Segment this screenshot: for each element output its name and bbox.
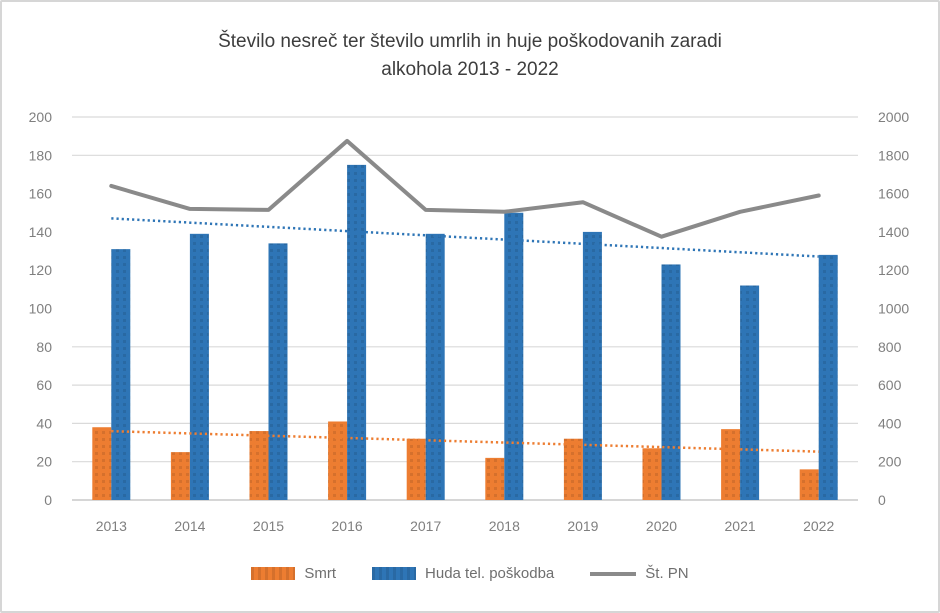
x-axis-year-label: 2015 <box>253 518 284 534</box>
bar-huda <box>189 233 209 500</box>
huda-series-swatch <box>372 567 417 580</box>
bar-huda <box>268 243 288 500</box>
bar-smrt <box>406 438 426 500</box>
bar-huda <box>818 254 838 500</box>
chart-title: Število nesreč ter število umrlih in huj… <box>2 28 938 84</box>
x-axis-year-label: 2019 <box>567 518 598 534</box>
left-axis-tick-label: 40 <box>36 415 52 431</box>
bar-smrt <box>249 431 269 500</box>
bar-huda <box>425 233 445 500</box>
right-axis-tick-label: 600 <box>878 377 902 393</box>
x-axis-year-label: 2013 <box>96 518 127 534</box>
chart-title-line1: Število nesreč ter število umrlih in huj… <box>218 31 722 52</box>
bar-smrt <box>642 448 662 500</box>
left-axis-tick-label: 20 <box>36 454 52 470</box>
right-axis-tick-label: 0 <box>878 492 886 508</box>
right-axis-tick-label: 1800 <box>878 147 909 163</box>
bar-huda <box>111 249 131 500</box>
right-axis-tick-label: 1200 <box>878 262 909 278</box>
legend-label-huda: Huda tel. poškodba <box>425 565 555 582</box>
x-axis-year-label: 2017 <box>410 518 441 534</box>
smrt-series-swatch <box>251 567 296 580</box>
left-axis-tick-label: 100 <box>29 301 53 317</box>
left-axis-tick-label: 0 <box>44 492 52 508</box>
bar-huda <box>661 264 681 500</box>
left-axis-tick-label: 180 <box>29 147 53 163</box>
right-axis-tick-label: 200 <box>878 454 902 470</box>
bar-smrt <box>328 421 348 500</box>
left-axis-tick-label: 60 <box>36 377 52 393</box>
x-axis-year-label: 2022 <box>803 518 834 534</box>
legend-item-pn: Št. PN <box>590 565 689 582</box>
x-axis-year-label: 2020 <box>646 518 677 534</box>
left-axis-tick-label: 140 <box>29 224 53 240</box>
left-axis-tick-label: 200 <box>29 109 53 125</box>
bar-smrt <box>721 429 741 500</box>
bar-smrt <box>170 452 190 500</box>
legend-label-pn: Št. PN <box>645 565 689 582</box>
right-axis-tick-label: 800 <box>878 339 902 355</box>
right-axis-tick-label: 1000 <box>878 301 909 317</box>
left-axis-tick-label: 120 <box>29 262 53 278</box>
right-axis-tick-label: 1600 <box>878 186 909 202</box>
trendline-huda <box>111 217 819 258</box>
x-axis-year-label: 2021 <box>725 518 756 534</box>
legend-label-smrt: Smrt <box>304 565 337 582</box>
right-axis-tick-label: 1400 <box>878 224 909 240</box>
bar-huda <box>504 212 524 500</box>
bar-smrt <box>563 438 583 500</box>
bar-smrt <box>485 457 505 500</box>
pn-series-line-swatch <box>590 571 637 576</box>
bar-smrt <box>799 469 819 500</box>
left-axis-tick-label: 80 <box>36 339 52 355</box>
legend-item-huda: Huda tel. poškodba <box>372 565 554 582</box>
legend-item-smrt: Smrt <box>251 565 336 582</box>
chart-legend: Smrt Huda tel. poškodba Št. PN <box>2 565 938 582</box>
pn-line-series <box>109 138 821 239</box>
bar-smrt <box>92 427 112 500</box>
bar-huda <box>582 231 602 500</box>
bar-huda <box>347 164 367 500</box>
chart-title-line2: alkohola 2013 - 2022 <box>381 59 559 80</box>
trendline-smrt <box>111 429 819 453</box>
x-axis-year-label: 2014 <box>174 518 205 534</box>
x-axis-year-label: 2018 <box>489 518 520 534</box>
x-axis-year-label: 2016 <box>332 518 363 534</box>
right-axis-tick-label: 2000 <box>878 109 909 125</box>
left-axis-tick-label: 160 <box>29 186 53 202</box>
right-axis-tick-label: 400 <box>878 415 902 431</box>
bar-huda <box>740 285 760 500</box>
